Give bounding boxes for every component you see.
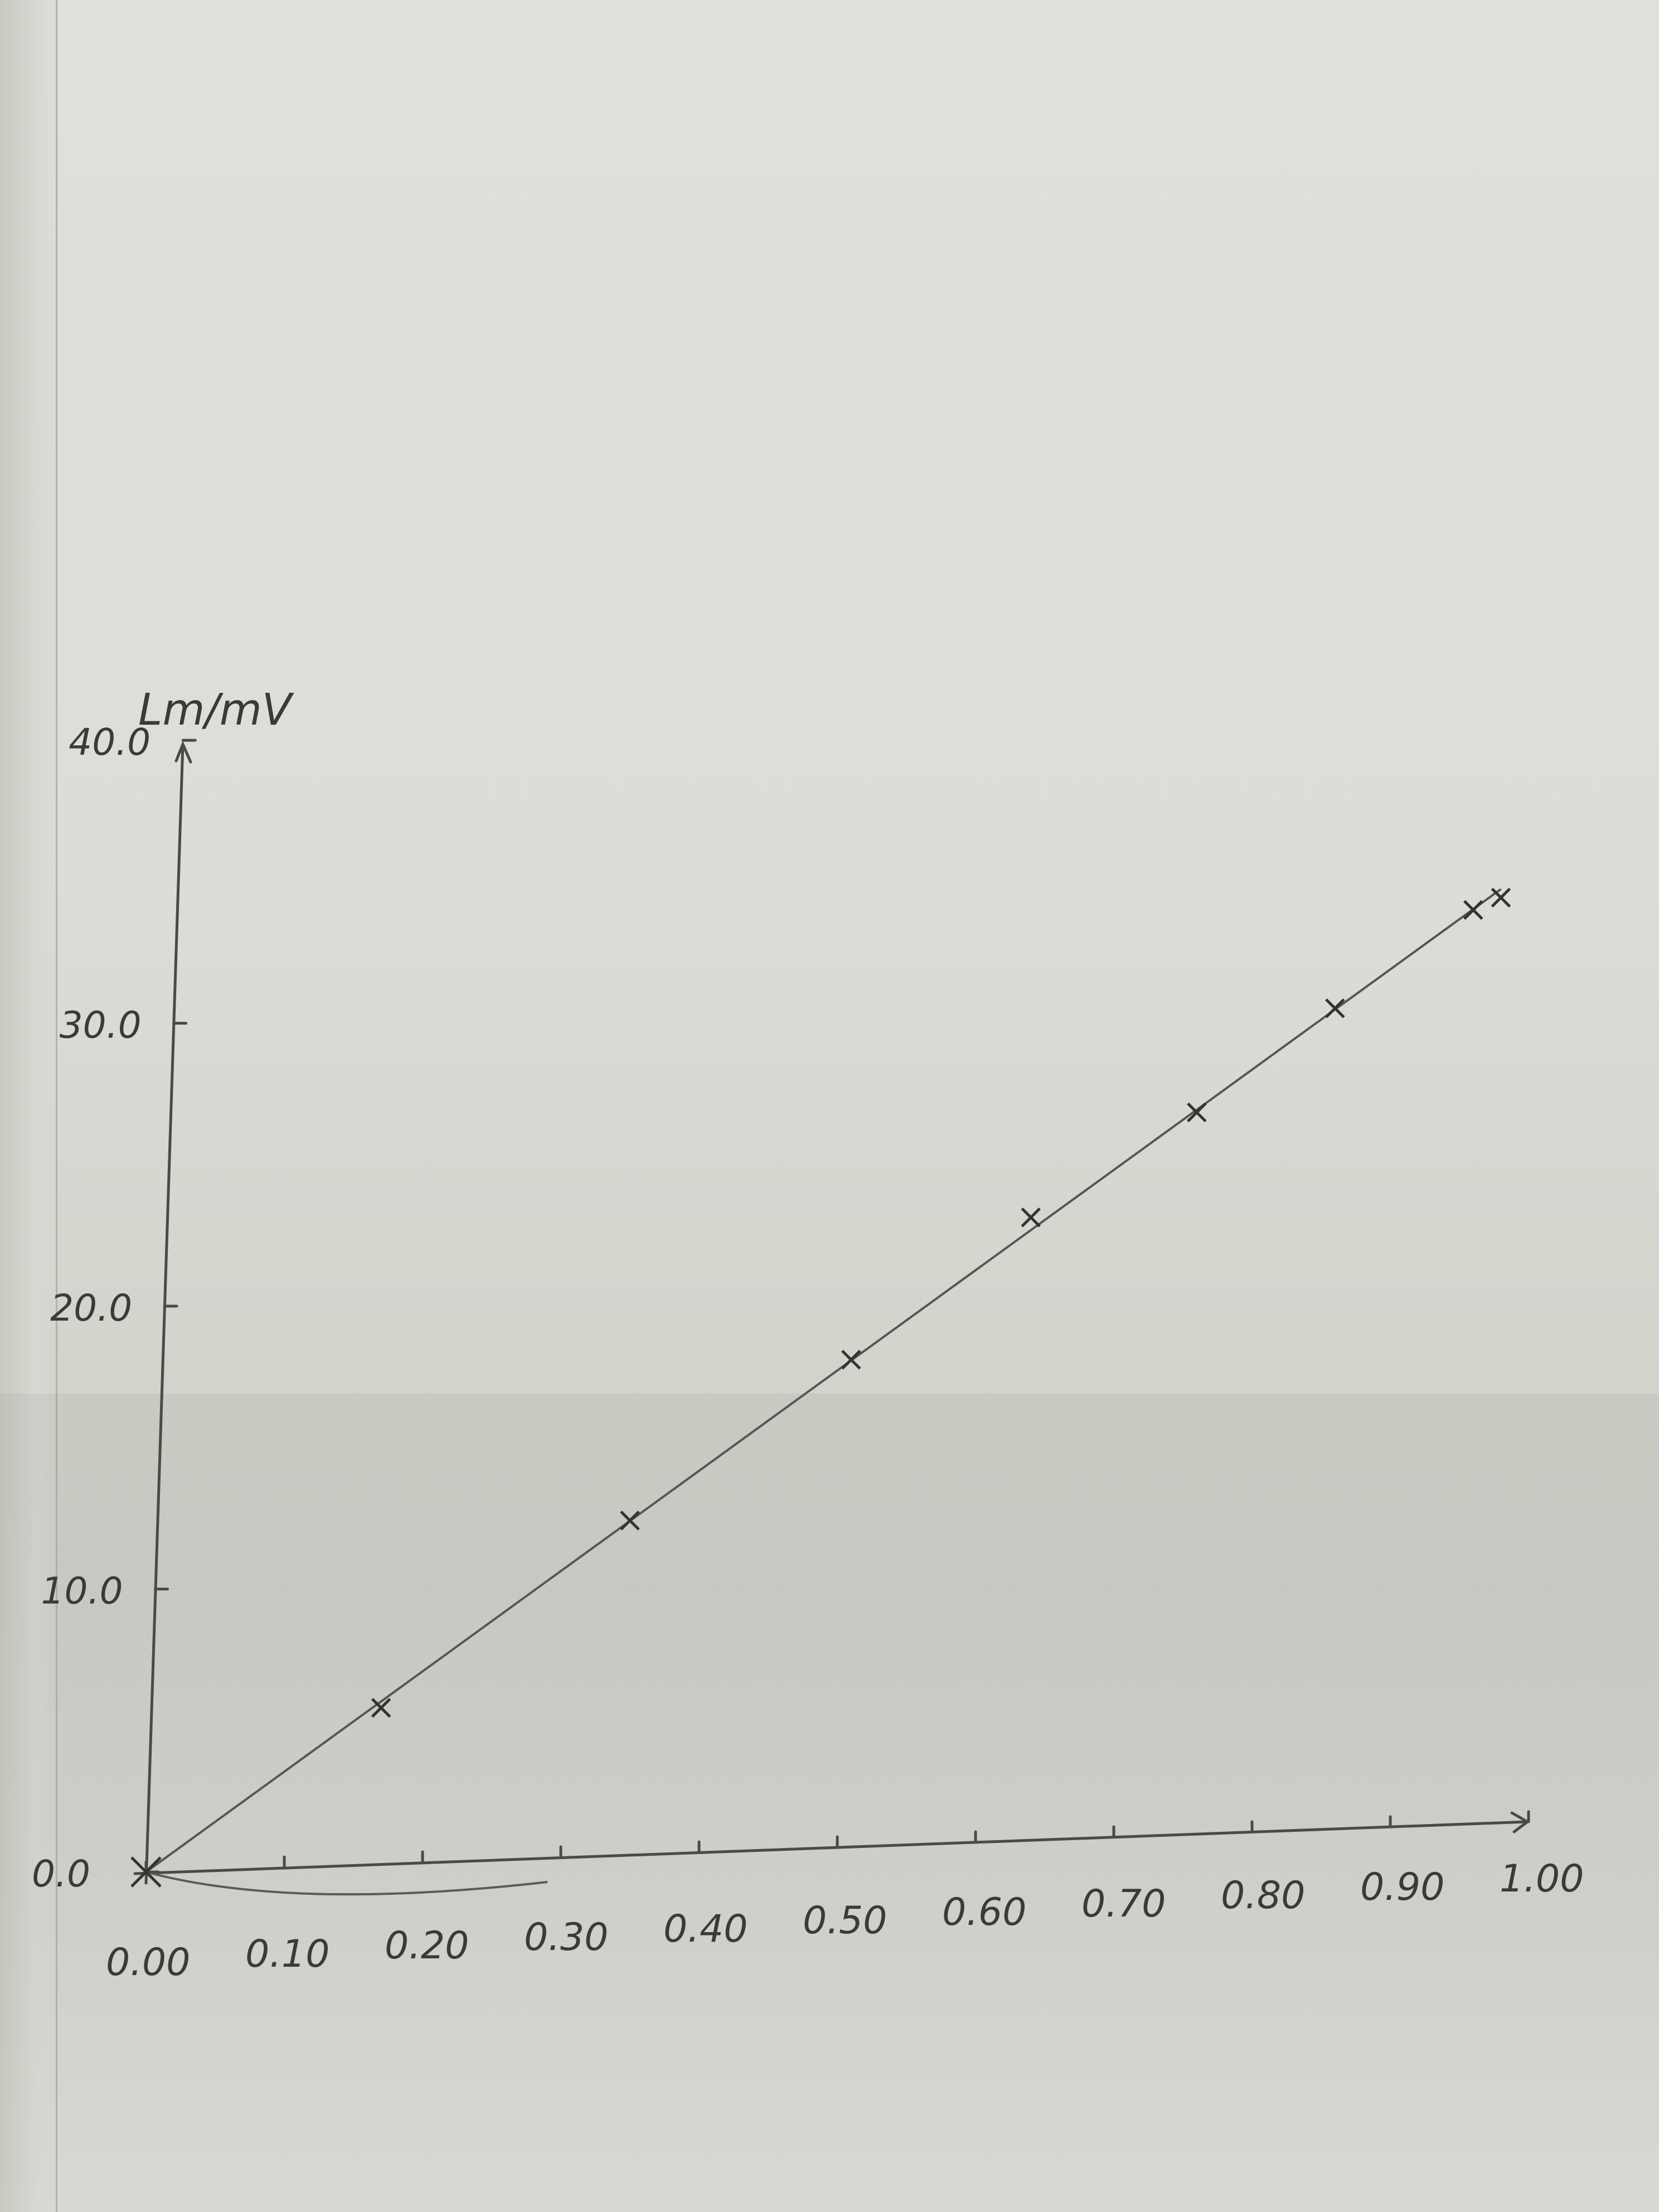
x-tick-label: 1.00 (1500, 1857, 1584, 1901)
data-point-stroke (1463, 900, 1483, 920)
x-tick-label: 0.80 (1221, 1874, 1305, 1918)
x-tick-label: 0.40 (663, 1907, 748, 1951)
data-points-group (130, 887, 1511, 1888)
x-tick-label: 0.00 (106, 1941, 190, 1985)
data-point (130, 1856, 162, 1888)
y-axis-label: Lm/mV (138, 685, 294, 735)
data-point (620, 1510, 640, 1531)
y-tick-label: 10.0 (41, 1570, 123, 1613)
x-tick-label: 0.60 (942, 1890, 1026, 1934)
data-point-stroke (1325, 998, 1345, 1018)
data-point-stroke (130, 1856, 162, 1888)
tick-labels-group: 0.00 0.10 0.20 0.30 0.40 0.50 0.60 0.70 0.80 0.90… (32, 721, 1584, 1985)
fit-line-group (145, 888, 1502, 1873)
x-tick-label: 0.30 (524, 1915, 608, 1959)
photo-shadow (0, 1394, 1659, 2212)
x-tick-label: 0.20 (385, 1924, 469, 1968)
y-tick-label: 30.0 (60, 1004, 142, 1047)
data-point (841, 1350, 861, 1370)
x-tick-label: 0.10 (245, 1932, 329, 1976)
y-axis (144, 743, 185, 1885)
fit-line (145, 888, 1502, 1873)
data-point-stroke (841, 1350, 861, 1370)
data-point-stroke (1491, 887, 1511, 908)
data-point (371, 1697, 391, 1718)
binding-edge (56, 0, 57, 2212)
data-point-stroke (371, 1697, 391, 1718)
axes-group (133, 739, 1530, 1896)
y-tick-label: 20.0 (50, 1287, 132, 1330)
data-point (1325, 998, 1345, 1018)
data-point (1021, 1207, 1041, 1228)
data-point (1187, 1102, 1207, 1123)
page-binding (0, 0, 61, 2212)
data-point (1463, 900, 1483, 920)
x-tick-label: 0.90 (1360, 1865, 1444, 1909)
stray-curve (145, 1871, 548, 1896)
x-axis (133, 1820, 1529, 1875)
data-point-stroke (620, 1510, 640, 1531)
data-point-stroke (1187, 1102, 1207, 1123)
y-axis-arrow (174, 740, 192, 764)
y-tick-label: 0.0 (32, 1852, 90, 1895)
data-point (1491, 887, 1511, 908)
x-tick-label: 0.70 (1081, 1882, 1166, 1926)
y-tick-label: 40.0 (69, 721, 151, 764)
x-tick-label: 0.50 (803, 1899, 887, 1943)
data-point-stroke (1021, 1207, 1041, 1228)
